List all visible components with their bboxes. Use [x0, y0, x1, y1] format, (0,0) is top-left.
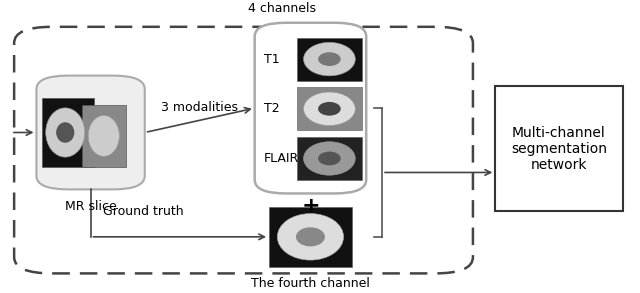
Bar [495, 86, 623, 211]
Text: 4 channels: 4 channels [248, 2, 316, 15]
Bar [297, 87, 362, 130]
Text: MR slice: MR slice [65, 200, 116, 213]
Bar [82, 105, 126, 167]
Bar [297, 38, 362, 81]
Ellipse shape [45, 108, 84, 157]
Ellipse shape [56, 122, 74, 143]
Text: T2: T2 [264, 102, 280, 115]
Text: FLAIR: FLAIR [264, 152, 300, 165]
Bar [297, 137, 362, 180]
Text: Multi-channel
segmentation
network: Multi-channel segmentation network [511, 126, 607, 172]
Ellipse shape [296, 227, 325, 246]
FancyBboxPatch shape [36, 76, 145, 189]
Text: The fourth channel: The fourth channel [251, 277, 370, 290]
Text: 3 modalities: 3 modalities [161, 100, 238, 113]
Ellipse shape [318, 102, 340, 116]
Ellipse shape [303, 142, 355, 175]
Ellipse shape [277, 214, 344, 260]
Bar [269, 207, 352, 267]
Ellipse shape [303, 92, 355, 125]
Ellipse shape [318, 151, 340, 165]
Text: Ground truth: Ground truth [103, 205, 184, 218]
Text: T1: T1 [264, 53, 280, 66]
Ellipse shape [303, 42, 355, 76]
Bar [42, 98, 94, 167]
FancyBboxPatch shape [14, 27, 473, 273]
Ellipse shape [318, 52, 340, 66]
Text: +: + [301, 196, 320, 216]
Ellipse shape [88, 115, 120, 156]
FancyBboxPatch shape [255, 23, 366, 193]
